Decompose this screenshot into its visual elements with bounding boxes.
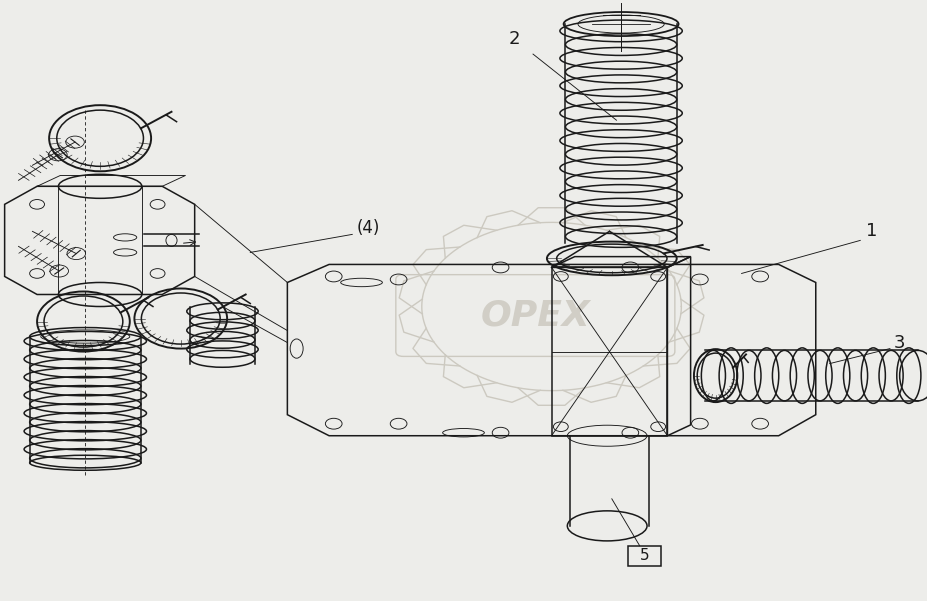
Text: 2: 2 bbox=[509, 30, 520, 48]
Text: 1: 1 bbox=[866, 222, 877, 240]
Text: 3: 3 bbox=[894, 334, 905, 352]
Text: OPEX: OPEX bbox=[480, 299, 590, 332]
Text: (4): (4) bbox=[357, 219, 380, 237]
Text: 5: 5 bbox=[640, 549, 649, 563]
